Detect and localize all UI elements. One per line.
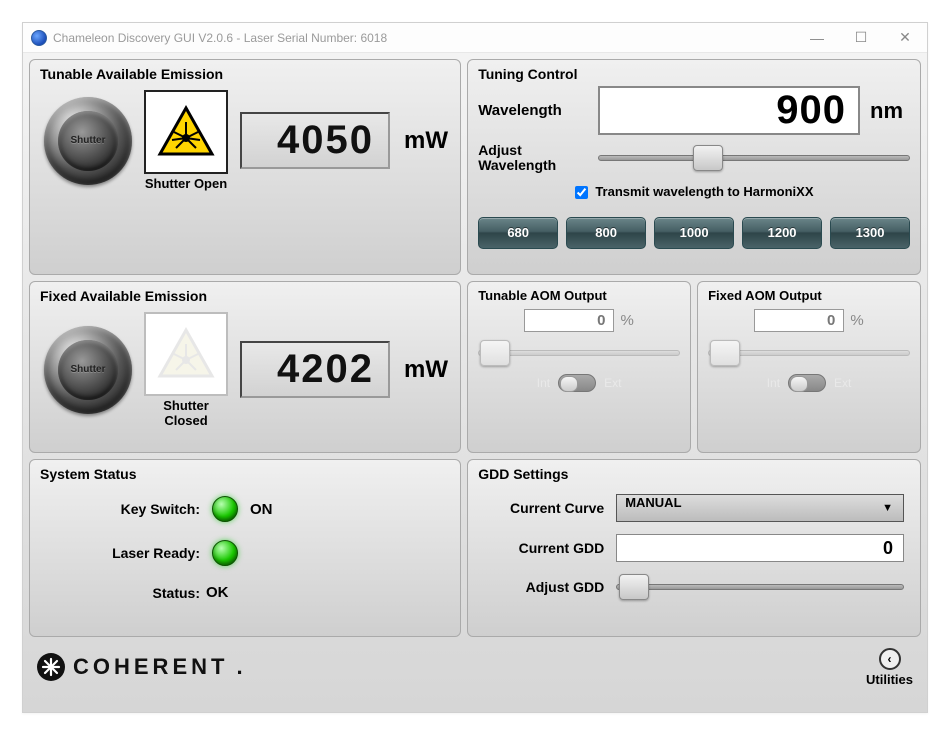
wavelength-slider[interactable]	[598, 155, 910, 161]
fixed-aom-toggle[interactable]	[788, 374, 826, 392]
fixed-aom-unit: %	[850, 312, 863, 329]
tunable-emission-title: Tunable Available Emission	[40, 66, 450, 82]
fixed-shutter-button[interactable]: Shutter	[44, 326, 132, 414]
wavelength-label: Wavelength	[478, 102, 588, 119]
int-label: Int	[537, 376, 550, 390]
preset-680-button[interactable]: 680	[478, 217, 558, 249]
tunable-emission-panel: Tunable Available Emission Shutter	[29, 59, 461, 275]
ext-label: Ext	[834, 376, 851, 390]
preset-800-button[interactable]: 800	[566, 217, 646, 249]
adjust-gdd-label: Adjust GDD	[484, 579, 604, 595]
gdd-slider[interactable]	[616, 584, 904, 590]
laser-warning-icon	[144, 90, 228, 174]
tunable-aom-title: Tunable AOM Output	[478, 288, 680, 303]
ext-label: Ext	[604, 376, 621, 390]
key-switch-label: Key Switch:	[70, 501, 200, 517]
shutter-label: Shutter	[71, 135, 106, 146]
window-title: Chameleon Discovery GUI V2.0.6 - Laser S…	[53, 31, 387, 45]
adjust-wavelength-label: Adjust Wavelength	[478, 143, 588, 174]
fixed-aom-slider[interactable]	[708, 350, 910, 356]
key-switch-value: ON	[250, 501, 310, 518]
app-icon	[31, 30, 47, 46]
current-gdd-value[interactable]: 0	[616, 534, 904, 562]
transmit-checkbox[interactable]	[575, 186, 588, 199]
preset-1300-button[interactable]: 1300	[830, 217, 910, 249]
tunable-shutter-state: Shutter Open	[144, 176, 228, 191]
key-switch-led-icon	[212, 496, 238, 522]
fixed-power-value: 4202	[240, 341, 390, 398]
wavelength-slider-thumb[interactable]	[693, 145, 723, 171]
utilities-label: Utilities	[866, 672, 913, 687]
gdd-settings-title: GDD Settings	[478, 466, 910, 482]
close-button[interactable]: ✕	[883, 23, 927, 53]
titlebar: Chameleon Discovery GUI V2.0.6 - Laser S…	[23, 23, 927, 53]
fixed-emission-title: Fixed Available Emission	[40, 288, 450, 304]
status-label: Status:	[70, 585, 200, 601]
current-gdd-label: Current GDD	[484, 540, 604, 556]
tunable-aom-panel: Tunable AOM Output 0 % Int Ext	[467, 281, 691, 454]
slider-thumb[interactable]	[619, 574, 649, 600]
wavelength-unit: nm	[870, 98, 910, 124]
current-curve-label: Current Curve	[484, 500, 604, 516]
gdd-settings-panel: GDD Settings Current Curve MANUAL Curren…	[467, 459, 921, 637]
tunable-aom-slider[interactable]	[478, 350, 680, 356]
tuning-control-panel: Tuning Control Wavelength 900 nm Adjust …	[467, 59, 921, 275]
slider-thumb[interactable]	[480, 340, 510, 366]
wavelength-value[interactable]: 900	[598, 86, 860, 135]
preset-1200-button[interactable]: 1200	[742, 217, 822, 249]
preset-1000-button[interactable]: 1000	[654, 217, 734, 249]
laser-ready-label: Laser Ready:	[70, 545, 200, 561]
fixed-aom-value[interactable]: 0	[754, 309, 844, 332]
shutter-label: Shutter	[71, 364, 106, 375]
tuning-control-title: Tuning Control	[478, 66, 910, 82]
chevron-left-icon: ‹	[888, 652, 892, 666]
tunable-power-unit: mW	[404, 127, 448, 155]
fixed-power-unit: mW	[404, 356, 448, 384]
transmit-checkbox-label[interactable]: Transmit wavelength to HarmoniXX	[575, 184, 814, 199]
system-status-panel: System Status Key Switch: ON Laser Ready…	[29, 459, 461, 637]
slider-thumb[interactable]	[710, 340, 740, 366]
maximize-button[interactable]: ☐	[839, 23, 883, 53]
laser-warning-icon-inactive	[144, 312, 228, 396]
footer: COHERENT. ‹ Utilities	[29, 643, 921, 691]
tunable-aom-toggle[interactable]	[558, 374, 596, 392]
brand-icon	[37, 653, 65, 681]
system-status-title: System Status	[40, 466, 450, 482]
tunable-power-value: 4050	[240, 112, 390, 169]
tunable-shutter-button[interactable]: Shutter	[44, 97, 132, 185]
int-label: Int	[767, 376, 780, 390]
brand-logo: COHERENT.	[37, 653, 247, 681]
status-value: OK	[200, 584, 310, 601]
fixed-aom-panel: Fixed AOM Output 0 % Int Ext	[697, 281, 921, 454]
fixed-shutter-state: Shutter Closed	[144, 398, 228, 428]
fixed-emission-panel: Fixed Available Emission Shutter	[29, 281, 461, 454]
minimize-button[interactable]: —	[795, 23, 839, 53]
fixed-aom-title: Fixed AOM Output	[708, 288, 910, 303]
tunable-aom-unit: %	[620, 312, 633, 329]
laser-ready-led-icon	[212, 540, 238, 566]
utilities-button[interactable]: ‹	[879, 648, 901, 670]
tunable-aom-value[interactable]: 0	[524, 309, 614, 332]
current-curve-select[interactable]: MANUAL	[616, 494, 904, 522]
